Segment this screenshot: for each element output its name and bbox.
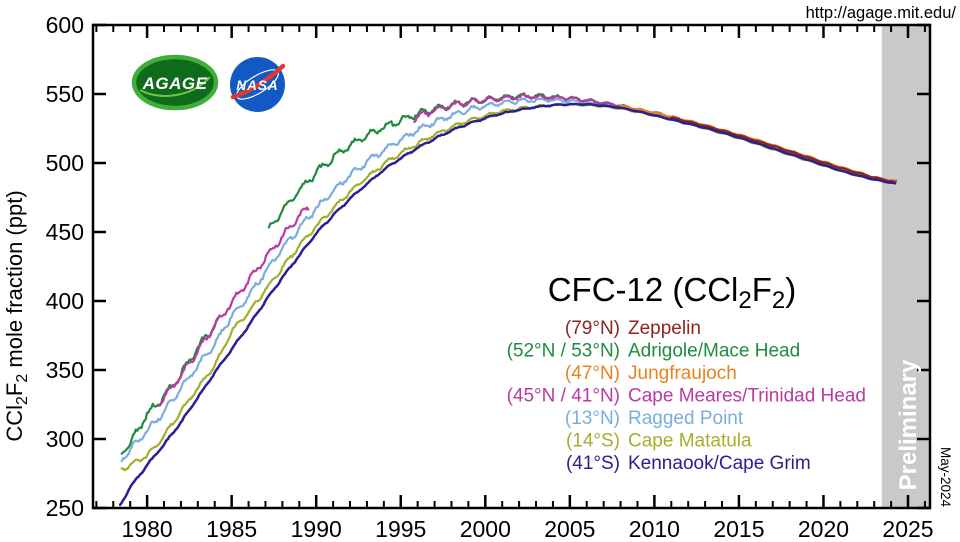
- legend-latitude: (14°S): [566, 431, 620, 452]
- x-tick-label-2000: 2000: [460, 516, 511, 542]
- x-tick-label-1990: 1990: [291, 516, 342, 542]
- legend-latitude: (79°N): [565, 318, 620, 339]
- legend-entry-jungfraujoch: (47°N) Jungfraujoch: [565, 363, 737, 384]
- legend-entry-cape-matatula: (14°S) Cape Matatula: [566, 431, 752, 452]
- chart-title: CFC-12 (CCl2F2): [548, 271, 797, 314]
- legend-latitude: (45°N / 41°N): [507, 386, 620, 407]
- legend-station-name: Zeppelin: [628, 318, 701, 339]
- x-tick-label-1995: 1995: [375, 516, 426, 542]
- legend-latitude: (52°N / 53°N): [507, 341, 620, 362]
- y-tick-label-400: 400: [46, 288, 84, 314]
- legend-entry-adrigole-mace-head: (52°N / 53°N) Adrigole/Mace Head: [507, 341, 801, 362]
- y-tick-label-500: 500: [46, 150, 84, 176]
- legend-station-name: Adrigole/Mace Head: [628, 341, 800, 362]
- x-tick-label-2005: 2005: [544, 516, 595, 542]
- legend-entry-cape-meares-trinidad-head: (45°N / 41°N) Cape Meares/Trinidad Head: [507, 386, 866, 407]
- x-tick-label-2010: 2010: [629, 516, 680, 542]
- date-stamp: May-2024: [938, 447, 953, 508]
- y-axis-label: CCl2F2 mole fraction (ppt): [2, 190, 31, 441]
- x-tick-label-1985: 1985: [206, 516, 257, 542]
- y-tick-label-550: 550: [46, 81, 84, 107]
- x-tick-label-2015: 2015: [713, 516, 764, 542]
- source-url: http://agage.mit.edu/: [806, 4, 957, 22]
- plot-frame: [91, 23, 932, 510]
- series-line-cape-meares-trinidad-head-seg1: [157, 206, 310, 407]
- y-tick-label-300: 300: [46, 426, 84, 452]
- legend-station-name: Kennaook/Cape Grim: [628, 453, 811, 474]
- y-tick-label-450: 450: [46, 219, 84, 245]
- agage-logo: AGAGE: [131, 54, 219, 111]
- preliminary-band: [881, 25, 930, 508]
- preliminary-label: Preliminary: [895, 359, 922, 490]
- nasa-logo: NASA: [230, 57, 286, 112]
- y-tick-label-250: 250: [46, 495, 84, 521]
- y-tick-label-350: 350: [46, 357, 84, 383]
- legend-entry-kennaook-cape-grim: (41°S) Kennaook/Cape Grim: [566, 453, 811, 474]
- legend-latitude: (13°N): [565, 408, 620, 429]
- series-line-ragged-point: [120, 97, 897, 463]
- series-line-adrigole-mace-head-seg1: [120, 317, 219, 455]
- y-tick-label-600: 600: [46, 12, 84, 38]
- legend-entry-zeppelin: (79°N) Zeppelin: [565, 318, 701, 339]
- agage-logo-swirl: [139, 76, 211, 97]
- legend-station-name: Jungfraujoch: [628, 363, 737, 384]
- legend-station-name: Cape Matatula: [628, 431, 752, 452]
- preliminary-band-rect: [881, 25, 930, 508]
- legend-entry-ragged-point: (13°N) Ragged Point: [565, 408, 744, 429]
- series-line-cape-meares-trinidad-head-seg2: [413, 93, 898, 183]
- nasa-logo-text: NASA: [236, 78, 278, 93]
- axis-tick-labels: 1980 1985 1990 1995 2000 2005 2010 2015 2020 2025…: [46, 12, 934, 542]
- legend-latitude: (47°N): [565, 363, 620, 384]
- axis-ticks: [93, 23, 930, 510]
- legend-latitude: (41°S): [566, 453, 620, 474]
- x-tick-label-1980: 1980: [122, 516, 173, 542]
- nasa-logo-swoosh: [230, 63, 286, 100]
- x-tick-label-2020: 2020: [798, 516, 849, 542]
- x-tick-label-2025: 2025: [882, 516, 933, 542]
- series-line-kennaook-cape-grim: [118, 102, 897, 507]
- agage-logo-text: AGAGE: [142, 74, 208, 93]
- legend-station-name: Ragged Point: [628, 408, 744, 429]
- legend: (79°N) Zeppelin (52°N / 53°N) Adrigole/Mace…: [507, 318, 866, 474]
- series-lines: [118, 92, 898, 507]
- series-line-zeppelin: [670, 116, 897, 183]
- legend-station-name: Cape Meares/Trinidad Head: [628, 386, 866, 407]
